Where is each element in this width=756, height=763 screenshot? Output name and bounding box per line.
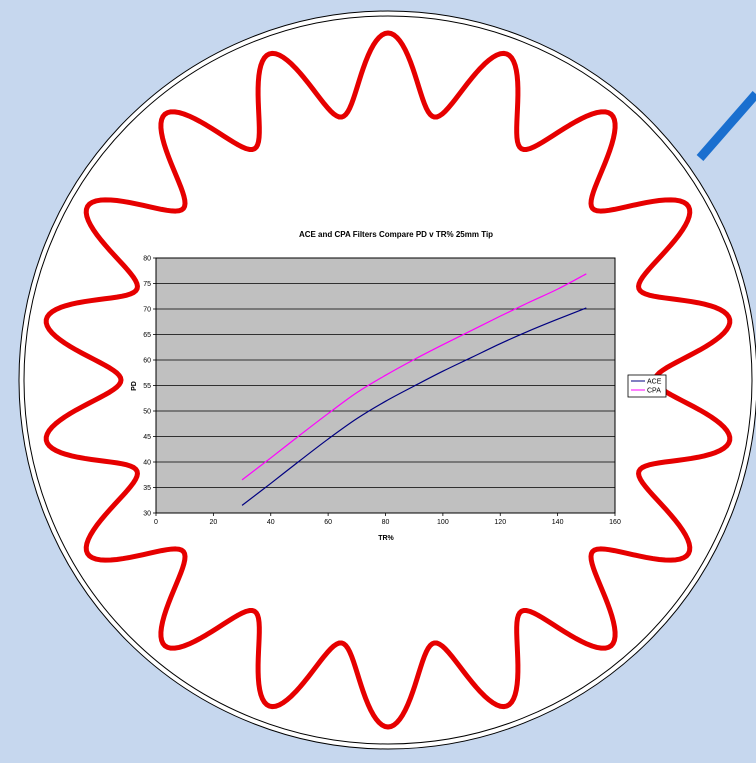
y-tick-label-35: 35 <box>143 485 151 492</box>
series-line-ace <box>241 307 587 506</box>
legend-label-ace: ACE <box>647 379 662 386</box>
x-tick-label-60: 60 <box>324 519 332 526</box>
gridlines <box>156 283 615 488</box>
y-tick-label-80: 80 <box>143 256 151 263</box>
chart-title: ACE and CPA Filters Compare PD v TR% 25m… <box>299 230 493 239</box>
y-tick-label-30: 30 <box>143 511 151 518</box>
y-tick-label-40: 40 <box>143 460 151 467</box>
x-tick-label-120: 120 <box>494 519 506 526</box>
x-tick-label-40: 40 <box>267 519 275 526</box>
x-tick-label-160: 160 <box>609 519 621 526</box>
legend: ACE CPA <box>627 374 667 398</box>
y-tick-label-45: 45 <box>143 434 151 441</box>
x-tick-label-100: 100 <box>437 519 449 526</box>
x-axis-label: TR% <box>378 535 394 542</box>
x-tick-label-20: 20 <box>209 519 217 526</box>
y-tick-label-70: 70 <box>143 307 151 314</box>
series-line-cpa <box>241 273 587 481</box>
x-axis-ticks: 0 20 40 60 80 100 120 140 160 <box>154 513 621 526</box>
y-tick-label-50: 50 <box>143 409 151 416</box>
y-tick-label-65: 65 <box>143 332 151 339</box>
x-tick-label-140: 140 <box>552 519 564 526</box>
y-axis-label: PD <box>131 381 138 391</box>
y-tick-label-60: 60 <box>143 358 151 365</box>
x-tick-label-0: 0 <box>154 519 158 526</box>
x-tick-label-80: 80 <box>382 519 390 526</box>
y-axis-ticks: 30 35 40 45 50 55 60 65 70 75 80 <box>143 256 156 518</box>
pointer-line <box>696 91 756 161</box>
series-lines <box>241 273 587 506</box>
filter-wave-outline <box>43 30 733 730</box>
y-tick-label-75: 75 <box>143 281 151 288</box>
magnifier-inner-ring <box>23 15 753 745</box>
legend-label-cpa: CPA <box>647 388 661 395</box>
y-tick-label-55: 55 <box>143 383 151 390</box>
